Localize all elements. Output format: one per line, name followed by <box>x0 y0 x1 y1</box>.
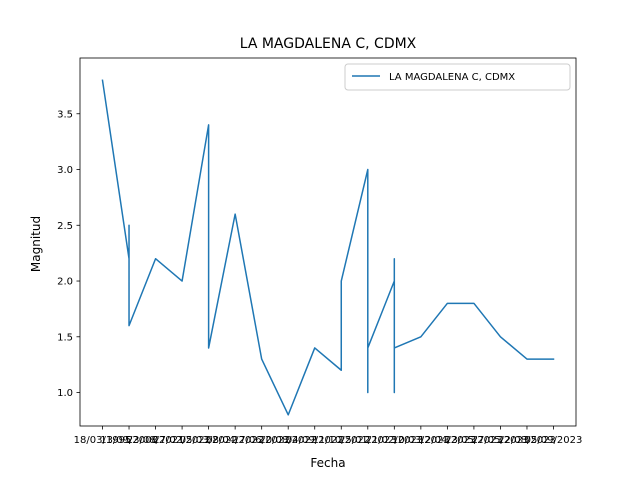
x-tick-label: 21/02/2023 <box>366 435 424 446</box>
x-tick-label: 05/09/2023 <box>525 435 583 446</box>
y-tick-label: 1.0 <box>57 388 73 399</box>
x-tick-label: 23/08/2021 <box>127 435 185 446</box>
legend-box <box>344 63 571 91</box>
y-tick-label: 2.5 <box>57 221 73 232</box>
x-tick-label: 22/08/2023 <box>498 435 556 446</box>
y-axis-ticks: 1.0 1.5 2.0 2.5 3.0 3.5 <box>57 109 80 399</box>
chart-title: LA MAGDALENA C, CDMX <box>240 36 417 52</box>
x-tick-label: 27/05/2023 <box>472 435 530 446</box>
x-tick-label: 13/09/2008 <box>100 435 158 446</box>
series-line <box>101 79 555 416</box>
x-tick-label: 23/05/2023 <box>445 435 503 446</box>
x-tick-label: 08/04/2022 <box>206 435 264 446</box>
x-tick-label: 10/03/2023 <box>392 435 450 446</box>
x-tick-label: 25/01/2023 <box>339 435 397 446</box>
x-tick-label: 27/02/2022 <box>153 435 211 446</box>
y-tick-label: 3.5 <box>57 109 73 120</box>
plot-background <box>80 58 576 426</box>
legend: LA MAGDALENA C, CDMX <box>344 63 571 91</box>
axes-frame <box>79 57 577 427</box>
x-tick-label: 05/03/2022 <box>180 435 238 446</box>
plot-area <box>79 57 577 427</box>
legend-label: LA MAGDALENA C, CDMX <box>389 72 515 83</box>
x-tick-label: 11/10/2022 <box>312 435 370 446</box>
x-tick-label: 12/04/2023 <box>419 435 477 446</box>
y-tick-label: 3.0 <box>57 165 73 176</box>
x-tick-label: 18/03/1995 <box>74 435 132 446</box>
y-tick-label: 2.0 <box>57 277 73 288</box>
x-tick-label: 20/08/2022 <box>259 435 317 446</box>
x-axis-ticks: 18/03/199513/09/200823/08/202127/02/2022… <box>74 426 583 446</box>
x-tick-label: 04/09/2022 <box>286 435 344 446</box>
y-tick-label: 1.5 <box>57 332 73 343</box>
x-tick-label: 17/06/2022 <box>233 435 291 446</box>
y-axis-label: Magnitud <box>29 216 43 272</box>
x-axis-label: Fecha <box>310 456 345 470</box>
